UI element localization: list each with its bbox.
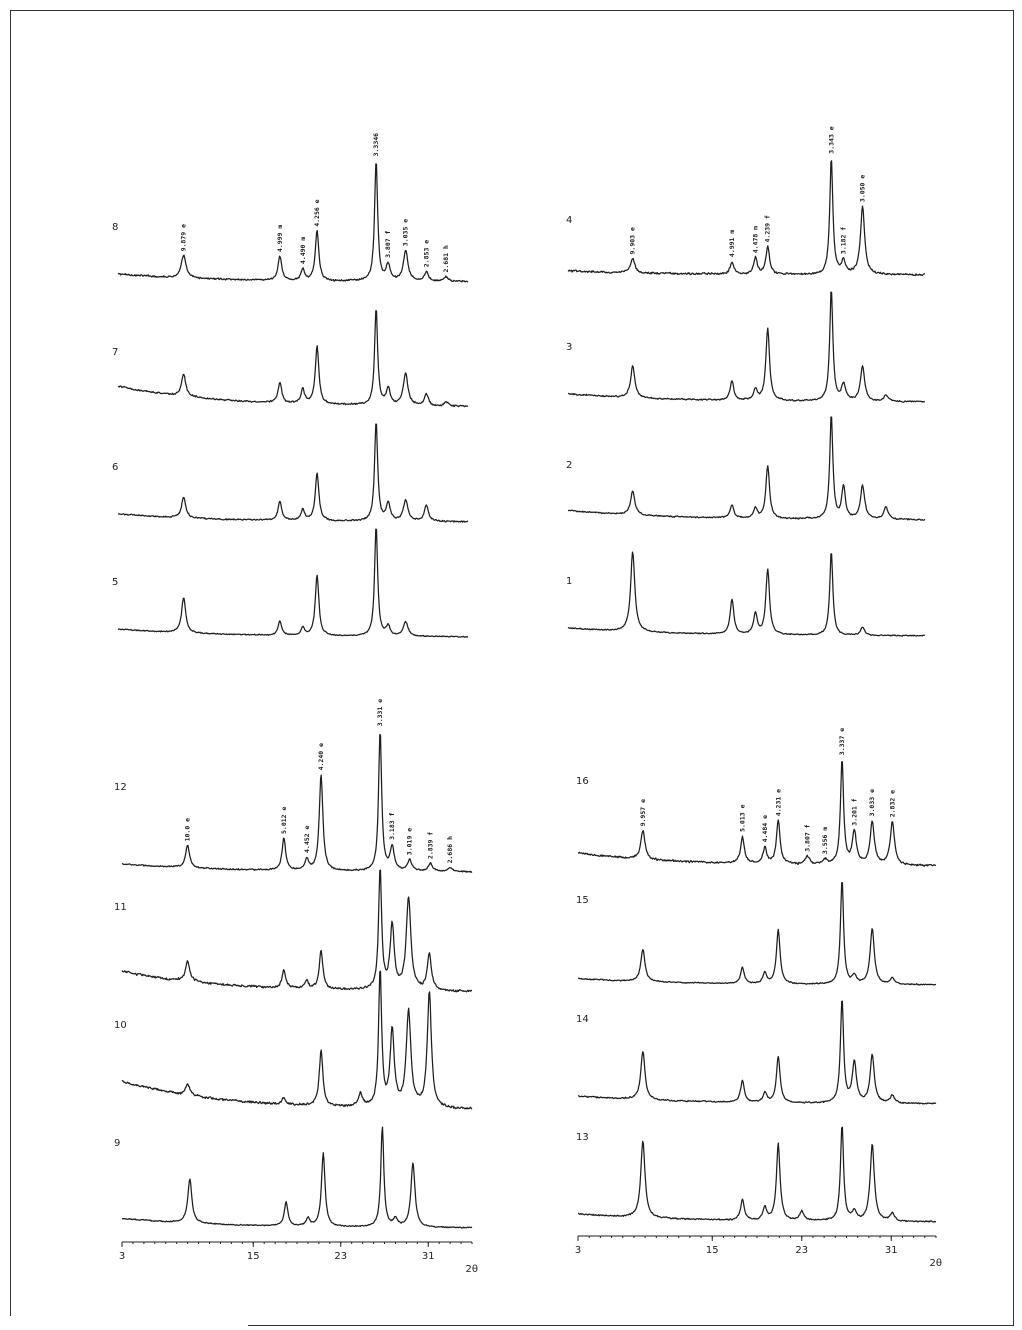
peak-label: 4.231 e xyxy=(774,789,782,816)
xrd-trace-8 xyxy=(117,163,469,283)
trace-label-3: 3 xyxy=(566,342,572,353)
x-tick-label: 31 xyxy=(422,1251,435,1262)
peak-label: 4.484 e xyxy=(761,815,769,842)
trace-label-14: 14 xyxy=(576,1014,589,1025)
peak-label: 2.686 h xyxy=(446,836,454,863)
peak-label: 4.991 m xyxy=(728,230,736,257)
trace-label-9: 9 xyxy=(114,1138,120,1149)
peak-label: 3.035 e xyxy=(402,219,410,246)
peak-label: 4.256 e xyxy=(313,199,321,226)
xrd-trace-16 xyxy=(577,761,937,867)
xrd-panel-top-left: 8 9.879 e 4.999 m 4.490 m 4.256 e 3.3346 3.807… xyxy=(112,133,469,638)
xrd-trace-1 xyxy=(567,551,926,637)
peak-label: 3.337 e xyxy=(838,728,846,755)
xrd-trace-12 xyxy=(121,734,473,873)
trace-label-8: 8 xyxy=(112,222,118,233)
x-tick-label: 23 xyxy=(334,1251,347,1262)
x-axis-label: 2θ xyxy=(466,1264,478,1275)
peak-label: 2.853 e xyxy=(422,240,430,267)
xrd-trace-13 xyxy=(577,1126,936,1223)
x-axis-label: 2θ xyxy=(930,1258,942,1269)
peak-label: 3.3346 xyxy=(372,133,380,157)
peak-label: 4.478 m xyxy=(751,226,759,253)
peak-label: 3.343 e xyxy=(827,126,835,153)
peak-label: 5.013 e xyxy=(739,804,747,831)
trace-label-15: 15 xyxy=(576,895,589,906)
x-tick-label: 31 xyxy=(885,1245,898,1256)
peak-label: 5.012 e xyxy=(280,807,288,834)
x-tick-label: 3 xyxy=(575,1245,581,1256)
peak-label: 3.807 f xyxy=(384,230,392,257)
peak-label: 3.019 e xyxy=(406,828,414,855)
frame-gap xyxy=(8,1316,248,1330)
peak-label: 2.832 e xyxy=(888,790,896,817)
trace-label-12: 12 xyxy=(114,782,127,793)
peak-label: 3.033 e xyxy=(868,789,876,816)
trace-label-1: 1 xyxy=(566,576,572,587)
peak-label: 4.239 f xyxy=(764,215,772,242)
x-tick-label: 23 xyxy=(795,1245,808,1256)
trace-label-6: 6 xyxy=(112,462,118,473)
peak-label: 3.201 f xyxy=(850,798,858,825)
xrd-trace-3 xyxy=(567,291,926,403)
peak-label: 4.452 e xyxy=(303,826,311,853)
xrd-trace-14 xyxy=(577,1000,937,1105)
trace-label-4: 4 xyxy=(566,215,572,226)
xrd-panel-top-right: 4 9.903 e 4.991 m 4.478 m 4.239 f 3.343 e 3.18… xyxy=(566,126,926,637)
xrd-trace-11 xyxy=(121,869,472,993)
xrd-trace-2 xyxy=(567,416,926,521)
peak-label: 2.681 h xyxy=(442,245,450,272)
xrd-panel-bottom-right: 16 9.957 e 5.013 e 4.484 e 4.231 e 3.807 f 3.5… xyxy=(575,728,942,1269)
peak-label: 3.556 m xyxy=(821,827,829,854)
peak-label: 3.182 f xyxy=(840,227,848,254)
xrd-trace-9 xyxy=(121,1126,473,1229)
trace-label-13: 13 xyxy=(576,1132,589,1143)
peak-label: 4.240 e xyxy=(317,743,325,770)
trace-label-7: 7 xyxy=(112,347,118,358)
xrd-panel-bottom-left: 12 10.0 e 5.012 e 4.452 e 4.240 e 3.331 e 3.18… xyxy=(114,699,478,1275)
x-tick-label: 15 xyxy=(706,1245,719,1256)
xrd-trace-15 xyxy=(577,882,937,986)
trace-label-16: 16 xyxy=(576,776,589,787)
trace-label-10: 10 xyxy=(114,1020,127,1031)
trace-label-11: 11 xyxy=(114,902,127,913)
xrd-trace-6 xyxy=(117,423,469,523)
peak-label: 3.807 f xyxy=(803,824,811,851)
peak-label: 9.903 e xyxy=(629,227,637,254)
trace-label-5: 5 xyxy=(112,577,118,588)
peak-label: 4.490 m xyxy=(299,237,307,264)
peak-label: 9.879 e xyxy=(180,224,188,251)
xrd-trace-10 xyxy=(121,970,473,1110)
xrd-trace-4 xyxy=(567,160,926,277)
x-tick-label: 3 xyxy=(119,1251,125,1262)
xrd-trace-5 xyxy=(117,528,469,638)
peak-label: 9.957 e xyxy=(639,799,647,826)
trace-label-2: 2 xyxy=(566,460,572,471)
x-tick-label: 15 xyxy=(247,1251,260,1262)
peak-label: 3.050 e xyxy=(859,175,867,202)
peak-label: 2.839 f xyxy=(426,832,434,859)
peak-label: 3.183 f xyxy=(388,812,396,839)
xrd-trace-7 xyxy=(117,310,469,408)
peak-label: 10.0 e xyxy=(184,818,192,842)
peak-label: 4.999 m xyxy=(276,225,284,252)
peak-label: 3.331 e xyxy=(376,699,384,726)
